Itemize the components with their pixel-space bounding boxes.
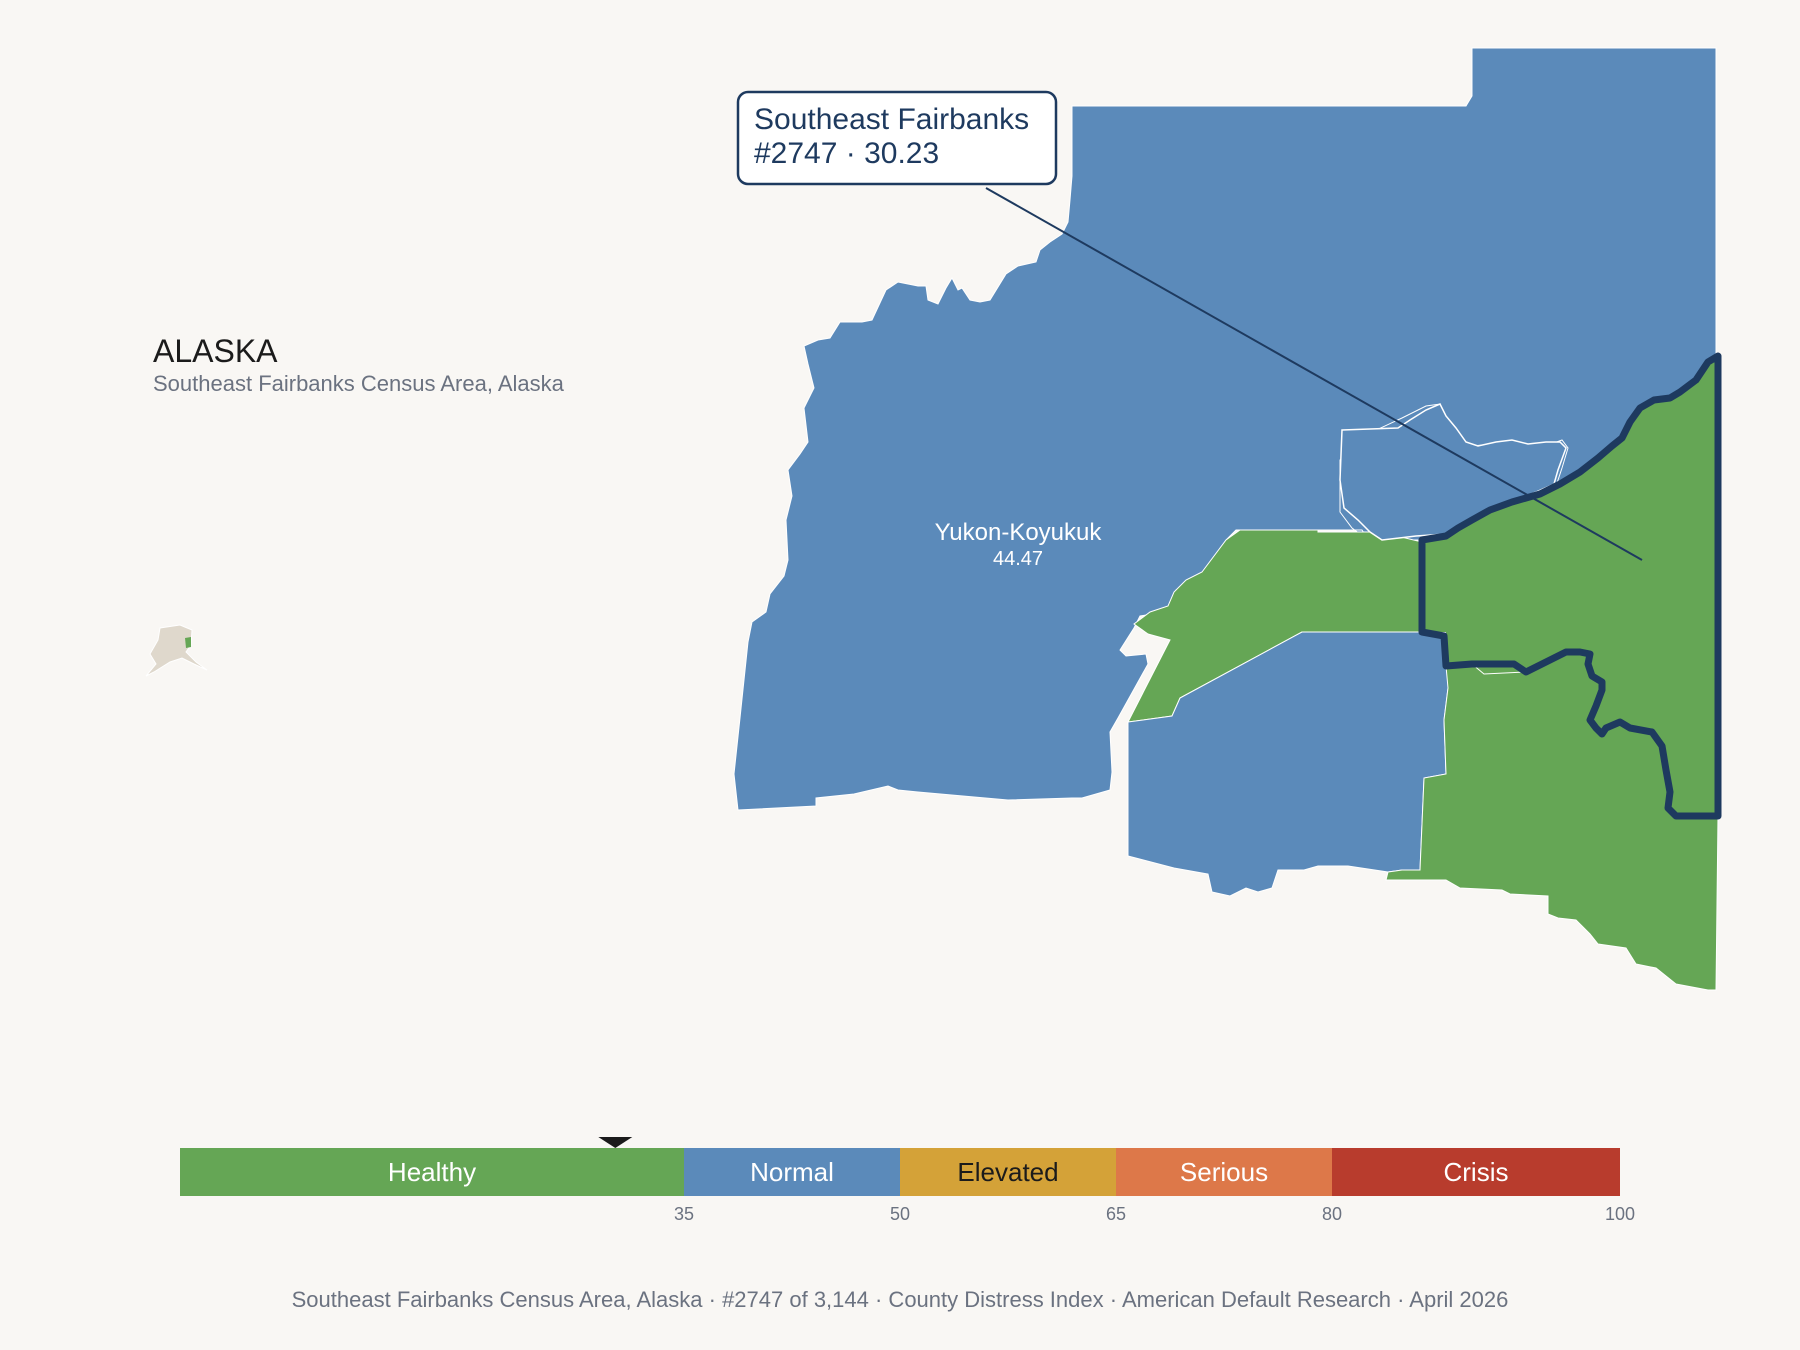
legend-tick-35: 35 xyxy=(674,1204,694,1224)
legend-band-serious xyxy=(1116,1148,1332,1196)
callout-rank-value: #2747 · 30.23 xyxy=(754,137,939,170)
selected-county-outline xyxy=(1418,352,1722,820)
legend-band-elevated xyxy=(900,1148,1116,1196)
legend-label-healthy: Healthy xyxy=(388,1157,476,1187)
legend-tick-65: 65 xyxy=(1106,1204,1126,1224)
county-label-value: 44.47 xyxy=(993,548,1043,570)
state-name: ALASKA xyxy=(153,333,278,369)
legend-tick-100: 100 xyxy=(1605,1204,1635,1224)
callout: Southeast Fairbanks #2747 · 30.23 xyxy=(736,90,1643,561)
legend-band-healthy xyxy=(180,1148,684,1196)
legend-band-crisis xyxy=(1332,1148,1620,1196)
county-map: Yukon-Koyukuk 44.47 xyxy=(733,47,1722,991)
legend-band-normal xyxy=(684,1148,900,1196)
county-inner-outline[interactable] xyxy=(1339,403,1567,541)
callout-box xyxy=(736,90,1058,186)
callout-county-name: Southeast Fairbanks xyxy=(754,103,1029,136)
alaska-inset-locator xyxy=(145,624,208,677)
county-label-name: Yukon-Koyukuk xyxy=(935,519,1103,546)
county-southeast-fairbanks[interactable] xyxy=(1422,354,1718,816)
footer-source: Southeast Fairbanks Census Area, Alaska … xyxy=(292,1287,1509,1312)
legend-value-marker xyxy=(598,1137,633,1148)
legend-label-elevated: Elevated xyxy=(957,1157,1058,1187)
legend-label-crisis: Crisis xyxy=(1444,1157,1509,1187)
legend-tick-50: 50 xyxy=(890,1204,910,1224)
legend-label-serious: Serious xyxy=(1180,1157,1268,1187)
legend-label-normal: Normal xyxy=(750,1157,834,1187)
region-subtitle: Southeast Fairbanks Census Area, Alaska xyxy=(153,371,565,396)
legend-tick-80: 80 xyxy=(1322,1204,1342,1224)
callout-leader-line xyxy=(985,187,1643,561)
legend: Healthy Normal Elevated Serious Crisis 35 50 65… xyxy=(180,1137,1635,1224)
